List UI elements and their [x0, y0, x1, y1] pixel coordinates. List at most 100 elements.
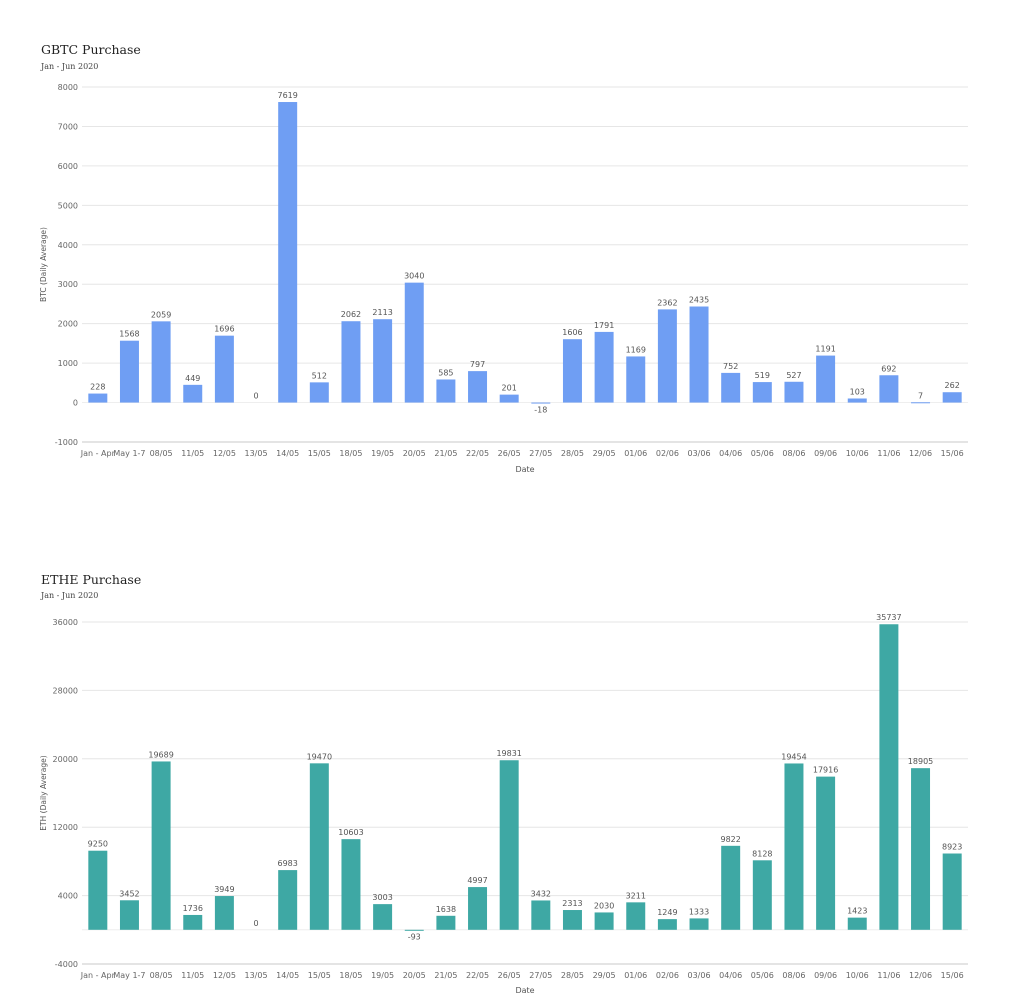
data-label: 1606 [562, 328, 582, 337]
data-label: -93 [408, 933, 421, 942]
y-axis-label: BTC (Daily Average) [39, 227, 48, 302]
data-label: 19454 [781, 752, 806, 761]
bar-05/06 [752, 382, 772, 403]
x-tick-label: 10/06 [846, 971, 869, 980]
bar-20/05 [404, 929, 424, 931]
bar-03/06 [689, 918, 709, 930]
data-label: 19831 [496, 749, 521, 758]
data-label: 585 [438, 368, 453, 377]
x-tick-label: 27/05 [529, 971, 552, 980]
x-tick-label: 12/05 [213, 449, 236, 458]
x-tick-label: 13/05 [245, 971, 268, 980]
x-tick-label: 28/05 [561, 971, 584, 980]
bar-02/06 [657, 919, 677, 930]
x-tick-label: 11/06 [877, 971, 900, 980]
x-tick-label: 14/05 [276, 449, 299, 458]
bar-02/06 [657, 309, 677, 403]
bar-22/05 [468, 887, 488, 930]
x-tick-label: 05/06 [751, 971, 774, 980]
y-tick-label: 28000 [53, 686, 78, 695]
data-label: 19689 [148, 750, 173, 759]
data-label: 2313 [562, 899, 582, 908]
bar-12/05 [214, 896, 234, 930]
x-tick-label: 18/05 [339, 971, 362, 980]
y-tick-label: -1000 [55, 438, 78, 447]
x-tick-label: 04/06 [719, 971, 742, 980]
y-tick-label: 5000 [58, 201, 78, 210]
x-tick-label: 01/06 [624, 971, 647, 980]
data-label: 2059 [151, 310, 171, 319]
x-tick-label: 15/05 [308, 971, 331, 980]
bar-May 1-7 [119, 340, 139, 403]
chart-subtitle: Jan - Jun 2020 [41, 62, 99, 71]
y-tick-label: 36000 [53, 618, 78, 627]
bar-01/06 [626, 356, 646, 403]
bar-Jan - Apr [88, 850, 108, 930]
x-tick-label: 15/06 [941, 971, 964, 980]
data-label: 1736 [183, 904, 203, 913]
y-tick-label: 6000 [58, 162, 78, 171]
y-tick-label: 4000 [58, 892, 78, 901]
data-label: 512 [312, 371, 327, 380]
chart-subtitle: Jan - Jun 2020 [41, 591, 99, 600]
bar-15/05 [309, 763, 329, 930]
data-label: 9822 [720, 835, 740, 844]
bar-18/05 [341, 839, 361, 930]
bar-03/06 [689, 306, 709, 403]
gbtc-chart: GBTC Purchase Jan - Jun 2020 -1000 0 1000 2… [0, 0, 1024, 500]
bar-12/06 [911, 768, 931, 930]
x-tick-label: 22/05 [466, 449, 489, 458]
data-label: 1333 [689, 907, 709, 916]
y-axis-label: ETH (Daily Average) [39, 755, 48, 830]
x-tick-label: 29/05 [593, 449, 616, 458]
bar-10/06 [847, 917, 867, 930]
bar-19/05 [373, 904, 393, 930]
x-tick-label: 22/05 [466, 971, 489, 980]
bar-28/05 [562, 910, 582, 930]
x-tick-label: 14/05 [276, 971, 299, 980]
bar-11/05 [183, 914, 203, 930]
bar-05/06 [752, 860, 772, 930]
data-label: 19470 [307, 752, 332, 761]
x-tick-label: 12/06 [909, 971, 932, 980]
bar-19/05 [373, 319, 393, 403]
data-label: 527 [786, 371, 801, 380]
bar-21/05 [436, 915, 456, 930]
x-tick-label: 01/06 [624, 449, 647, 458]
data-label: 2435 [689, 296, 709, 305]
bar-22/05 [468, 371, 488, 403]
x-tick-label: 27/05 [529, 449, 552, 458]
bar-09/06 [816, 776, 836, 930]
data-label: 10603 [338, 828, 363, 837]
data-label: 7619 [277, 91, 297, 100]
bar-20/05 [404, 282, 424, 403]
x-tick-label: 03/06 [688, 449, 711, 458]
data-label: 7 [918, 391, 923, 400]
bar-08/06 [784, 763, 804, 930]
data-label: 2113 [372, 308, 392, 317]
data-label: 0 [253, 919, 258, 928]
data-label: 8128 [752, 849, 772, 858]
y-tick-label: 1000 [58, 359, 78, 368]
x-tick-label: 28/05 [561, 449, 584, 458]
bar-May 1-7 [119, 900, 139, 930]
x-tick-label: Jan - Apr [80, 971, 116, 980]
x-tick-label: 09/06 [814, 971, 837, 980]
y-tick-label: 8000 [58, 83, 78, 92]
x-tick-label: 21/05 [434, 449, 457, 458]
bar-28/05 [562, 339, 582, 403]
x-tick-label: 20/05 [403, 449, 426, 458]
bar-Jan - Apr [88, 393, 108, 403]
data-label: 3211 [626, 891, 646, 900]
data-label: 2062 [341, 310, 361, 319]
x-tick-label: 19/05 [371, 449, 394, 458]
data-label: -18 [534, 405, 547, 414]
bar-04/06 [721, 372, 741, 403]
bar-08/05 [151, 761, 171, 930]
bar-18/05 [341, 321, 361, 403]
bar-14/05 [278, 102, 298, 403]
data-label: 3040 [404, 272, 424, 281]
data-label: 18905 [908, 757, 933, 766]
x-axis-label: Date [515, 465, 534, 474]
data-label: 1191 [815, 345, 835, 354]
